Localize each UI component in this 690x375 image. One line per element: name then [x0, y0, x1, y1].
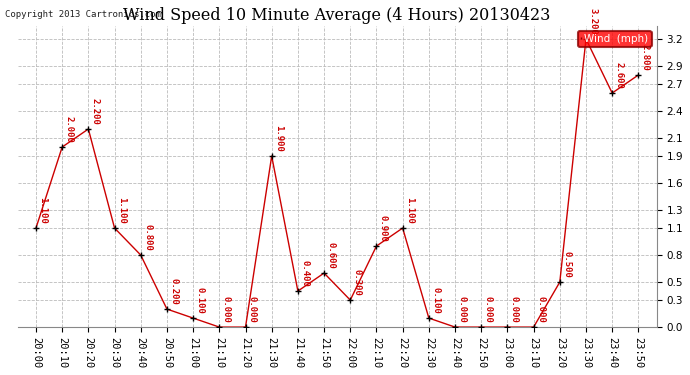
- Text: 1.100: 1.100: [117, 197, 126, 224]
- Text: 1.100: 1.100: [39, 197, 48, 224]
- Text: 2.000: 2.000: [65, 116, 74, 143]
- Text: 0.000: 0.000: [484, 296, 493, 323]
- Text: 0.300: 0.300: [353, 269, 362, 296]
- Text: 0.100: 0.100: [431, 287, 440, 314]
- Text: 0.900: 0.900: [379, 215, 388, 242]
- Text: 2.600: 2.600: [615, 62, 624, 89]
- Text: 0.800: 0.800: [144, 224, 152, 251]
- Text: 0.000: 0.000: [457, 296, 466, 323]
- Title: Wind Speed 10 Minute Average (4 Hours) 20130423: Wind Speed 10 Minute Average (4 Hours) 2…: [124, 7, 551, 24]
- Text: 0.000: 0.000: [248, 296, 257, 323]
- Text: 3.200: 3.200: [589, 8, 598, 35]
- Text: 0.500: 0.500: [562, 251, 571, 278]
- Text: 1.100: 1.100: [405, 197, 414, 224]
- Text: 0.100: 0.100: [195, 287, 204, 314]
- Text: Copyright 2013 Cartronics.com: Copyright 2013 Cartronics.com: [5, 10, 161, 20]
- Text: 2.200: 2.200: [91, 98, 100, 125]
- Legend: Wind  (mph): Wind (mph): [578, 31, 651, 47]
- Text: 0.400: 0.400: [300, 260, 309, 287]
- Text: 1.900: 1.900: [274, 125, 283, 152]
- Text: 0.000: 0.000: [536, 296, 545, 323]
- Text: 0.200: 0.200: [169, 278, 179, 305]
- Text: 2.800: 2.800: [641, 44, 650, 71]
- Text: 0.000: 0.000: [221, 296, 230, 323]
- Text: 0.000: 0.000: [510, 296, 519, 323]
- Text: 0.600: 0.600: [326, 242, 335, 269]
